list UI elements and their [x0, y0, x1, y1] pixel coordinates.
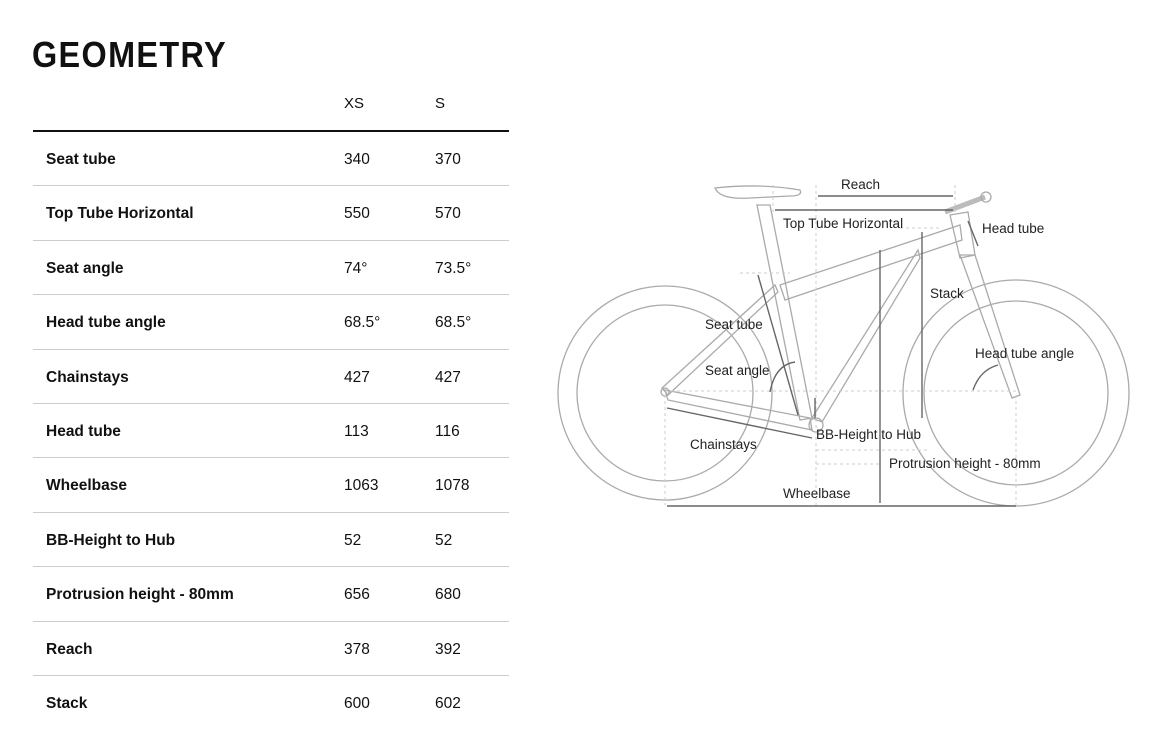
geometry-table: XS S Seat tube 340 370 Top Tube Horizontal 5…	[33, 90, 509, 729]
label-reach: Reach	[841, 177, 880, 192]
value-s: 570	[435, 205, 461, 223]
label-top-tube: Top Tube Horizontal	[783, 216, 903, 231]
row-label: Seat tube	[46, 151, 116, 168]
row-label: Head tube	[46, 422, 121, 440]
value-xs: 68.5°	[344, 314, 381, 332]
row-label: Stack	[46, 694, 88, 712]
value-s: 73.5°	[435, 259, 472, 277]
label-head-tube: Head tube	[982, 221, 1044, 236]
label-wheelbase: Wheelbase	[783, 486, 851, 501]
row-label: Seat angle	[46, 259, 124, 277]
value-xs: 1063	[344, 477, 379, 495]
row-label: Protrusion height - 80mm	[46, 586, 234, 604]
table-row: BB-Height to Hub 52 52	[33, 513, 509, 568]
value-s: 1078	[435, 477, 470, 495]
label-stack: Stack	[930, 286, 964, 301]
table-row: Reach 378 392	[33, 622, 509, 676]
row-label: Reach	[46, 640, 93, 658]
row-label: Chainstays	[46, 368, 129, 386]
value-s: 370	[435, 151, 461, 168]
value-xs: 550	[344, 205, 370, 223]
table-row: Head tube 113 116	[33, 404, 509, 459]
page-title: GEOMETRY	[32, 34, 228, 75]
table-row: Chainstays 427 427	[33, 350, 509, 404]
value-s: 52	[435, 531, 453, 549]
table-row: Wheelbase 1063 1078	[33, 458, 509, 513]
label-bb-height: BB-Height to Hub	[816, 427, 921, 442]
column-s: S	[435, 95, 446, 112]
value-xs: 378	[344, 640, 370, 658]
row-label: Wheelbase	[46, 477, 127, 495]
value-s: 116	[435, 422, 460, 440]
value-s: 68.5°	[435, 314, 472, 332]
table-row: Seat angle 74° 73.5°	[33, 241, 509, 296]
dimension-arrows	[666, 195, 1016, 507]
value-xs: 656	[344, 586, 370, 604]
label-chainstays: Chainstays	[690, 437, 757, 452]
table-row: Seat tube 340 370	[33, 132, 509, 187]
guide-lines	[664, 185, 1017, 505]
value-s: 602	[435, 694, 461, 712]
row-label: BB-Height to Hub	[46, 531, 176, 549]
value-s: 392	[435, 640, 461, 658]
table-row: Head tube angle 68.5° 68.5°	[33, 295, 509, 350]
table-row: Stack 600 602	[33, 676, 509, 729]
label-seat-tube: Seat tube	[705, 317, 763, 332]
label-head-tube-angle: Head tube angle	[975, 346, 1074, 361]
table-header: XS S	[33, 90, 509, 132]
column-xs: XS	[344, 95, 365, 112]
label-protrusion: Protrusion height - 80mm	[889, 456, 1041, 471]
row-label: Top Tube Horizontal	[46, 205, 194, 223]
label-seat-angle: Seat angle	[705, 363, 770, 378]
table-row: Top Tube Horizontal 550 570	[33, 186, 509, 241]
row-label: Head tube angle	[46, 314, 166, 332]
value-xs: 52	[344, 531, 362, 549]
value-xs: 340	[344, 151, 370, 168]
value-xs: 74°	[344, 259, 368, 277]
value-xs: 113	[344, 422, 369, 440]
table-row: Protrusion height - 80mm 656 680	[33, 567, 509, 622]
value-s: 427	[435, 368, 461, 386]
value-xs: 600	[344, 694, 370, 712]
diagram-labels: Reach Top Tube Horizontal Head tube Stac…	[690, 177, 1074, 501]
value-xs: 427	[344, 368, 370, 386]
value-s: 680	[435, 586, 461, 604]
